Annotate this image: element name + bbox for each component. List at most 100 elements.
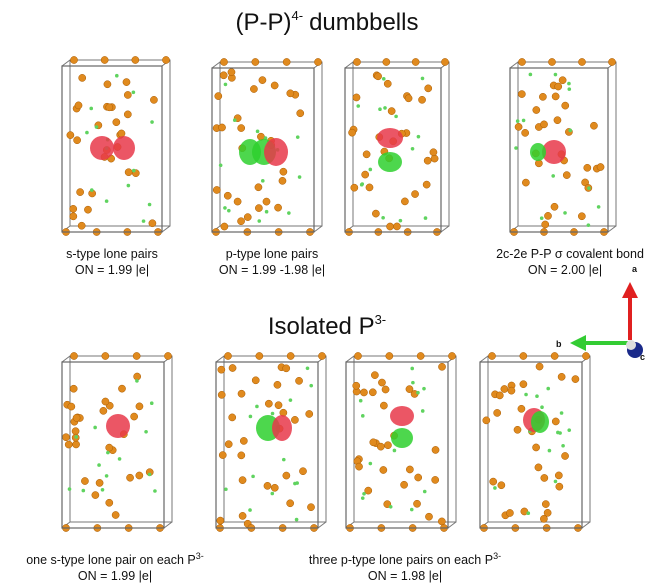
atom-small: [411, 147, 415, 151]
atom-small: [382, 77, 386, 81]
atom-small: [360, 182, 364, 186]
atom-small: [224, 487, 228, 491]
atom-p: [299, 468, 306, 475]
atom-small: [148, 203, 152, 207]
atom-small: [223, 206, 227, 210]
atom-p: [244, 214, 251, 221]
atom-p: [279, 177, 286, 184]
atom-p: [75, 102, 82, 109]
orbital: [391, 428, 413, 448]
atom-small: [68, 487, 72, 491]
atom-p: [423, 181, 430, 188]
atom-small: [561, 444, 565, 448]
atom-p: [104, 81, 111, 88]
atom-p: [431, 155, 438, 162]
atom-p: [220, 58, 227, 65]
title-text: (P-P): [236, 9, 292, 36]
atom-p: [401, 198, 408, 205]
atom-small: [567, 428, 571, 432]
atom-small: [422, 387, 426, 391]
atom-p: [306, 410, 313, 417]
atom-p: [265, 400, 272, 407]
atom-p: [498, 482, 505, 489]
atom-small: [361, 496, 365, 500]
atom-p: [542, 221, 549, 228]
orbital: [378, 152, 402, 172]
atom-p: [264, 482, 271, 489]
atom-small: [85, 131, 89, 135]
atom-p: [271, 484, 278, 491]
atom-p: [584, 164, 591, 171]
atom-small: [82, 489, 86, 493]
cell-edge: [212, 62, 220, 68]
atom-small: [295, 481, 299, 485]
atom-p: [490, 478, 497, 485]
atom-small: [514, 146, 518, 150]
cell-edge: [480, 356, 488, 362]
cell-front: [345, 68, 441, 232]
atom-p: [353, 58, 360, 65]
axis-label: c: [640, 352, 645, 362]
atom-small: [362, 492, 366, 496]
atom-p: [518, 405, 525, 412]
atom-p: [238, 124, 245, 131]
atom-p: [371, 372, 378, 379]
atom-p: [255, 184, 262, 191]
cell-edge: [62, 356, 70, 362]
atom-small: [144, 430, 148, 434]
atom-p: [96, 479, 103, 486]
atom-p: [134, 373, 141, 380]
atom-p: [544, 212, 551, 219]
unit-cell: [346, 352, 456, 531]
atom-p: [508, 387, 515, 394]
atom-small: [306, 366, 310, 370]
cell-edge: [216, 356, 224, 362]
cell-edge: [346, 356, 354, 362]
atom-p: [283, 472, 290, 479]
atom-small: [378, 107, 382, 111]
title-after: dumbbells: [309, 9, 418, 36]
atom-small: [289, 398, 293, 402]
atom-p: [132, 56, 139, 63]
atom-p: [377, 443, 384, 450]
atom-small: [369, 462, 373, 466]
atom-p: [252, 58, 259, 65]
atom-p: [418, 96, 425, 103]
atom-small: [298, 175, 302, 179]
atom-p: [218, 124, 225, 131]
atom-p: [78, 222, 85, 229]
atom-small: [224, 83, 228, 87]
atom-p: [412, 58, 419, 65]
atom-p: [411, 190, 418, 197]
atom-p: [70, 56, 77, 63]
atom-p: [220, 72, 227, 79]
atom-p: [374, 73, 381, 80]
atom-small: [421, 77, 425, 81]
on-value: ON = 2.00 |e|: [528, 263, 602, 277]
unit-cell: [62, 352, 172, 531]
atom-small: [522, 119, 526, 123]
atom-p: [150, 96, 157, 103]
atom-small: [142, 219, 146, 223]
atom-p: [506, 509, 513, 516]
atom-p: [295, 377, 302, 384]
atom-p: [162, 56, 169, 63]
atom-small: [546, 387, 550, 391]
atom-p: [608, 58, 615, 65]
atom-p: [425, 513, 432, 520]
atom-small: [309, 384, 313, 388]
caption: three p-type lone pairs on each P3-: [309, 551, 501, 567]
atom-small: [150, 401, 154, 405]
atom-p: [438, 518, 445, 525]
cell-back: [224, 356, 326, 522]
atom-p: [558, 373, 565, 380]
orbital: [390, 406, 414, 426]
caption: p-type lone pairs: [226, 247, 318, 261]
atom-p: [131, 413, 138, 420]
atom-small: [554, 480, 558, 484]
atom-p: [432, 446, 439, 453]
atom-small: [90, 188, 94, 192]
atom-p: [380, 466, 387, 473]
atom-p: [562, 102, 569, 109]
cell-edge: [510, 62, 518, 68]
